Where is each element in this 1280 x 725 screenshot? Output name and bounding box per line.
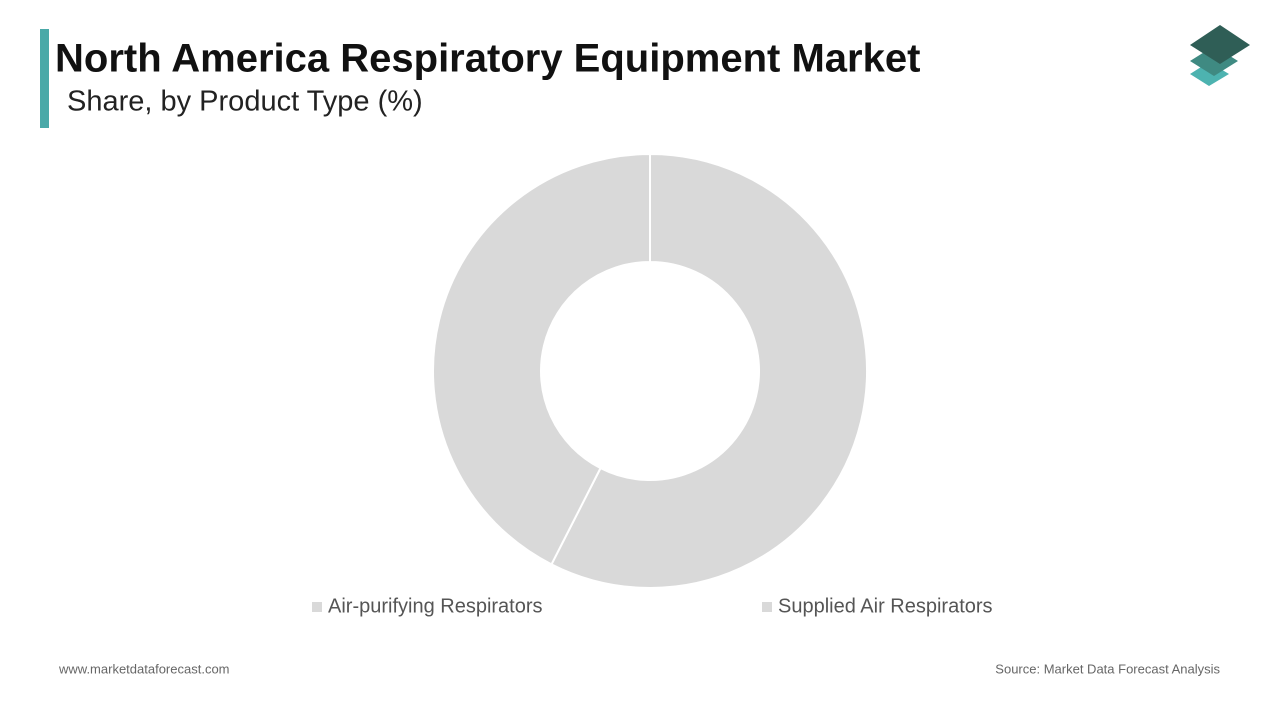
legend-swatch (762, 602, 772, 612)
website: www.marketdataforecast.com (58, 661, 230, 676)
source: Source: Market Data Forecast Analysis (995, 661, 1220, 676)
title-accent (40, 29, 49, 128)
legend-swatch (312, 602, 322, 612)
donut-segment (432, 152, 651, 566)
donut-segment (550, 152, 868, 589)
logo (1190, 25, 1250, 86)
legend-label: Air-purifying Respirators (328, 595, 543, 617)
legend-label: Supplied Air Respirators (778, 595, 993, 617)
chart-title: North America Respiratory Equipment Mark… (55, 37, 920, 81)
chart-subtitle: Share, by Product Type (%) (67, 86, 423, 118)
